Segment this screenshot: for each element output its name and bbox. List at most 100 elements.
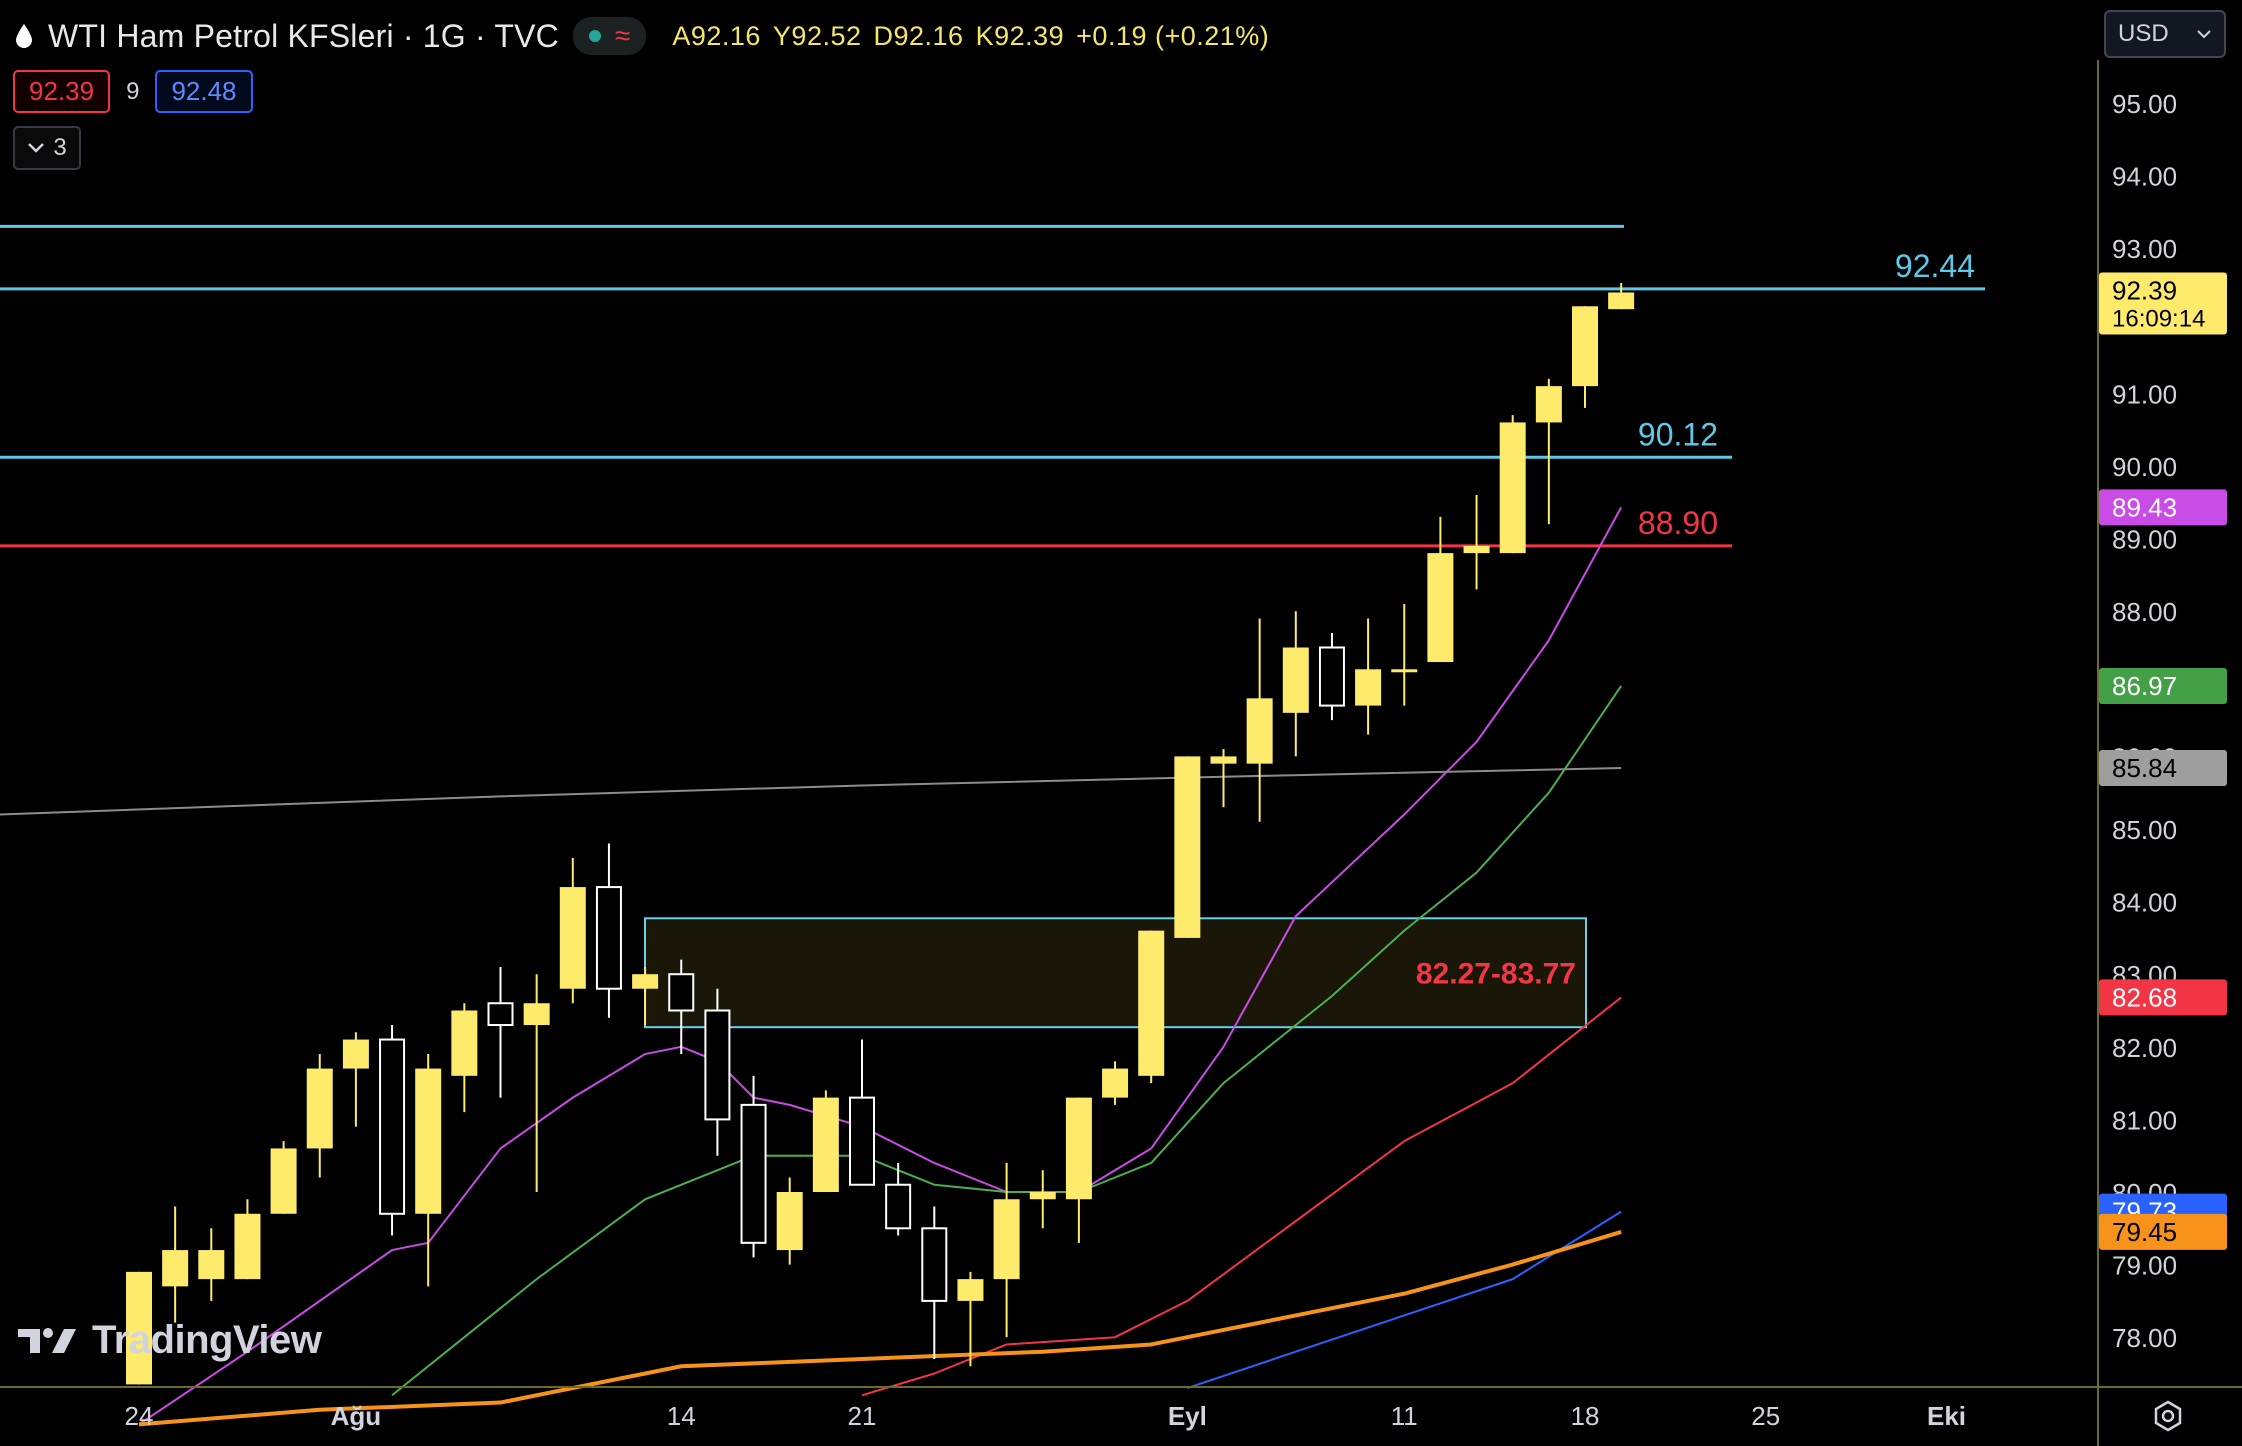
candle [595,843,622,1018]
horizontal-levels[interactable]: 92.44 90.12 88.90 [0,224,1985,548]
x-tick-label: Ağu [331,1401,382,1431]
candle-body [740,1103,767,1244]
candle-body [1608,292,1635,310]
buy-price-button[interactable]: 92.48 [155,70,253,113]
candle [1282,611,1309,757]
candle-body [126,1271,152,1385]
candle-body [1427,553,1454,663]
candle [1427,516,1454,663]
price-badge-label: 85.84 [2112,753,2177,783]
spread-value: 9 [126,77,140,105]
market-open-dot-icon [588,30,601,42]
candle-body [379,1038,406,1215]
market-status-pill[interactable]: ≈ [572,17,647,55]
candle [812,1090,839,1192]
candle [306,1054,333,1178]
sell-price-button[interactable]: 92.39 [13,70,111,113]
candle [379,1025,406,1236]
wave-icon: ≈ [614,20,631,51]
price-badge-bg [2099,272,2227,335]
price-badge: 85.84 [2099,750,2227,787]
candle [740,1075,767,1258]
candle [342,1032,369,1127]
y-tick-label: 89.00 [2112,525,2177,555]
candle [1246,618,1273,822]
y-tick-label: 95.00 [2112,89,2177,119]
high-value: Y92.52 [772,20,862,51]
candle [559,858,586,1004]
candle [885,1162,912,1236]
y-tick-label: 81.00 [2112,1105,2177,1135]
candle-body [1499,422,1526,554]
candle-body [1282,647,1309,713]
candle-body [632,974,659,989]
y-tick-label: 78.00 [2112,1323,2177,1353]
chart-header: WTI Ham Petrol KFSleri · 1G · TVC ≈ A92.… [14,14,1281,58]
candle-body [957,1279,984,1301]
zone-label: 82.27-83.77 [1416,958,1576,991]
candle-body [849,1096,875,1186]
price-badge-bg [2099,667,2227,704]
candle [1355,618,1382,735]
price-badge: 82.68 [2099,979,2227,1016]
chevron-down-icon [28,143,45,153]
candle-body [162,1250,189,1287]
candle [1391,603,1418,706]
candle-body [1535,386,1562,423]
candle [704,988,731,1156]
tradingview-watermark: TradingView [16,1318,322,1363]
candle [270,1141,297,1214]
support-zone[interactable]: 82.27-83.77 [644,917,1587,1029]
candle [1499,415,1526,554]
price-badge-label: 89.43 [2112,492,2177,522]
candle [415,1054,442,1287]
ma-line-red [861,996,1622,1397]
x-tick-label: 11 [1391,1401,1418,1431]
candle-body [1102,1068,1129,1098]
ma-line-gray [0,767,1622,816]
candle-body [1210,756,1237,764]
candle-body [1138,930,1165,1076]
y-tick-label: 93.00 [2112,234,2177,264]
candle-body [306,1068,333,1149]
currency-select[interactable]: USD [2104,10,2226,58]
candle-body [812,1097,839,1192]
x-tick-label: 25 [1751,1401,1780,1431]
candle [1174,756,1201,938]
candle [1318,632,1345,721]
watermark-text: TradingView [92,1318,322,1362]
x-tick-label: 21 [848,1401,877,1431]
candle-body [1029,1192,1056,1200]
candle [632,966,659,1026]
x-tick-label: Eki [1927,1401,1966,1431]
indicators-toggle-button[interactable]: 3 [13,126,81,170]
settings-gear-icon[interactable] [2150,1398,2186,1434]
chevron-down-icon [2197,30,2211,39]
price-badge: 79.45 [2099,1213,2227,1250]
price-badge-label: 79.45 [2112,1217,2177,1247]
candle-body [1463,545,1490,554]
indicators-count: 3 [53,134,67,161]
candle [234,1199,261,1280]
price-badge-bg [2099,750,2227,787]
candle-body [1246,698,1273,764]
y-tick-label: 85.00 [2112,815,2177,845]
x-tick-label: Eyl [1168,1401,1207,1431]
candle-body [1572,306,1598,387]
candle [1210,749,1237,808]
x-tick-label: 24 [125,1401,154,1431]
candle [451,1003,478,1113]
candle [849,1039,875,1186]
candle [668,959,695,1055]
symbol-title[interactable]: WTI Ham Petrol KFSleri · 1G · TVC [48,17,559,54]
candle [993,1162,1020,1338]
y-tick-label: 91.00 [2112,379,2177,409]
price-badge-bg [2099,1213,2227,1250]
candle-body [1065,1097,1092,1200]
ma-line-blue [1187,1210,1622,1389]
change-value: +0.19 (+0.21%) [1076,20,1270,51]
price-badge-bg [2099,979,2227,1016]
candle [126,1271,152,1385]
time-axis[interactable]: 24 Ağu 14 21 Eyl 11 18 25 Eki [0,1386,2242,1431]
